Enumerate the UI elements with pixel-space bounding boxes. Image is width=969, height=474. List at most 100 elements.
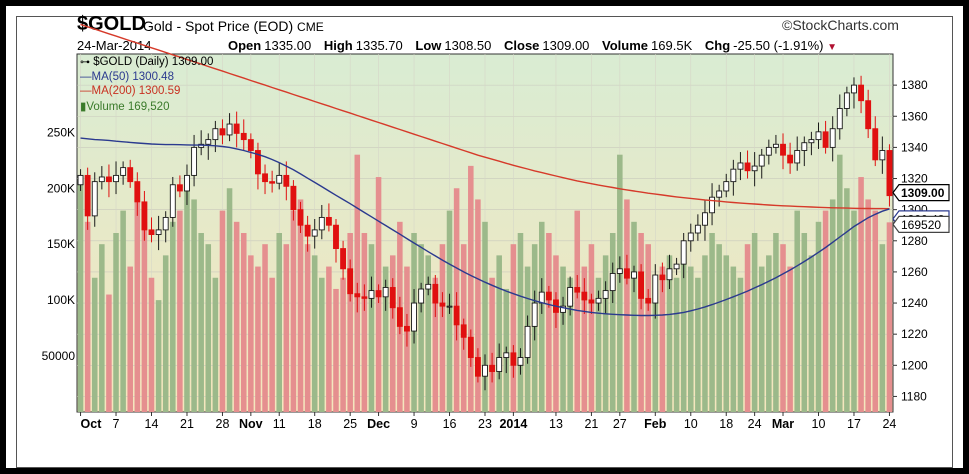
candle-body [744,162,751,172]
low-value: 1308.50 [444,38,492,53]
date-tick-label: 13 [549,417,563,431]
candle-body [879,150,886,161]
volume-bar [886,222,893,412]
volume-bar [418,244,424,412]
exchange-text: CME [297,20,324,34]
volume-bar [439,244,446,412]
candle-body [531,302,538,327]
candle-body [836,108,843,130]
volume-bar [368,244,375,412]
candle-body [694,224,701,234]
volume-bar [382,266,389,412]
candle-body [361,296,368,299]
volume-bar [84,221,91,412]
volume-bar [482,221,488,412]
candle-body [304,224,311,237]
volume-tick-label: 50000 [42,349,76,363]
last-volume-tag-box [892,215,950,233]
brand-watermark: ©StockCharts.com [782,17,899,33]
candle-body [113,174,119,183]
date-tick-label: 11 [273,417,286,431]
candle-body [780,143,786,156]
ma200-legend-icon: — [80,85,92,97]
candle-body [389,287,396,309]
legend-ma50: —MA(50) 1300.48 [80,71,174,83]
volume-bar [645,244,651,412]
volume-bar [766,255,772,412]
candle-body [368,290,375,299]
candle-body [205,139,212,145]
date-tick-label: 14 [145,417,159,431]
date-tick-label: 10 [684,417,698,431]
candle-body [659,274,666,281]
volume-bar [574,210,581,412]
volume-bar [269,277,275,412]
volume-bar [347,233,353,412]
candle-body [84,174,91,217]
candle-body [418,288,425,304]
volume-bar [134,199,141,412]
candle-body [212,128,219,141]
volume-value: 169.5K [651,38,693,53]
volume-bar [631,221,637,412]
volume-bar [666,255,673,412]
volume-axis: 50000 100K 150K 200K 250K [42,125,76,363]
volume-bar [801,233,808,412]
volume-bar [148,277,155,412]
candle-body [141,201,148,231]
candle-body [219,128,226,136]
candle-body [467,336,474,358]
volume-bar [560,266,566,412]
date-tick-label: Nov [239,417,263,431]
candle-body [460,324,467,338]
candle-body [325,216,332,226]
candle-body [616,268,623,274]
candle-body [595,297,602,304]
volume-bar [177,210,183,412]
volume-bar [170,221,176,412]
date-tick-label: Oct [81,417,103,431]
volume-bar [233,221,240,412]
date-tick-label: 21 [180,417,194,431]
candle-body [432,283,439,304]
candle-body [829,128,836,148]
volume-bar [510,244,517,412]
candle-body [482,364,488,377]
volume-bar [205,244,212,412]
legend-ma200: —MA(200) 1300.59 [80,85,180,97]
volume-bar [851,210,857,412]
volume-bar [723,255,730,412]
legend-volume: ▮Volume 169,520 [80,99,169,113]
volume-bar [255,266,261,412]
price-tick-label: 1320 [901,172,928,186]
date-tick-label: 21 [584,417,598,431]
candle-body [730,168,737,183]
volume-bar [652,288,659,412]
candle-body [127,167,134,183]
volume-bar [184,188,190,412]
candle-body [404,325,410,332]
candle-body [886,150,893,197]
volume-bar [858,177,864,412]
volume-bar [389,255,396,412]
date-tick-label: 16 [443,417,457,431]
date-tick-label: 9 [411,417,418,431]
candle-body [333,224,339,250]
price-tick-label: 1260 [901,265,928,279]
volume-bar [212,277,219,412]
ohlc-summary: Open 1335.00 High 1335.70 Low 1308.50 Close… [228,38,837,53]
date-tick-label: 24 [882,417,896,431]
volume-tick-label: 250K [47,125,75,139]
volume-bar [77,177,84,412]
volume-bar [304,244,311,412]
volume-bar [120,210,126,412]
volume-bar [240,233,247,412]
candle-body [155,229,162,236]
open-value: 1335.00 [264,38,312,53]
candle-body [375,290,382,298]
candle-body [503,352,510,358]
candle-body [297,209,304,226]
volume-bar [283,244,290,412]
candle-body [560,305,566,313]
